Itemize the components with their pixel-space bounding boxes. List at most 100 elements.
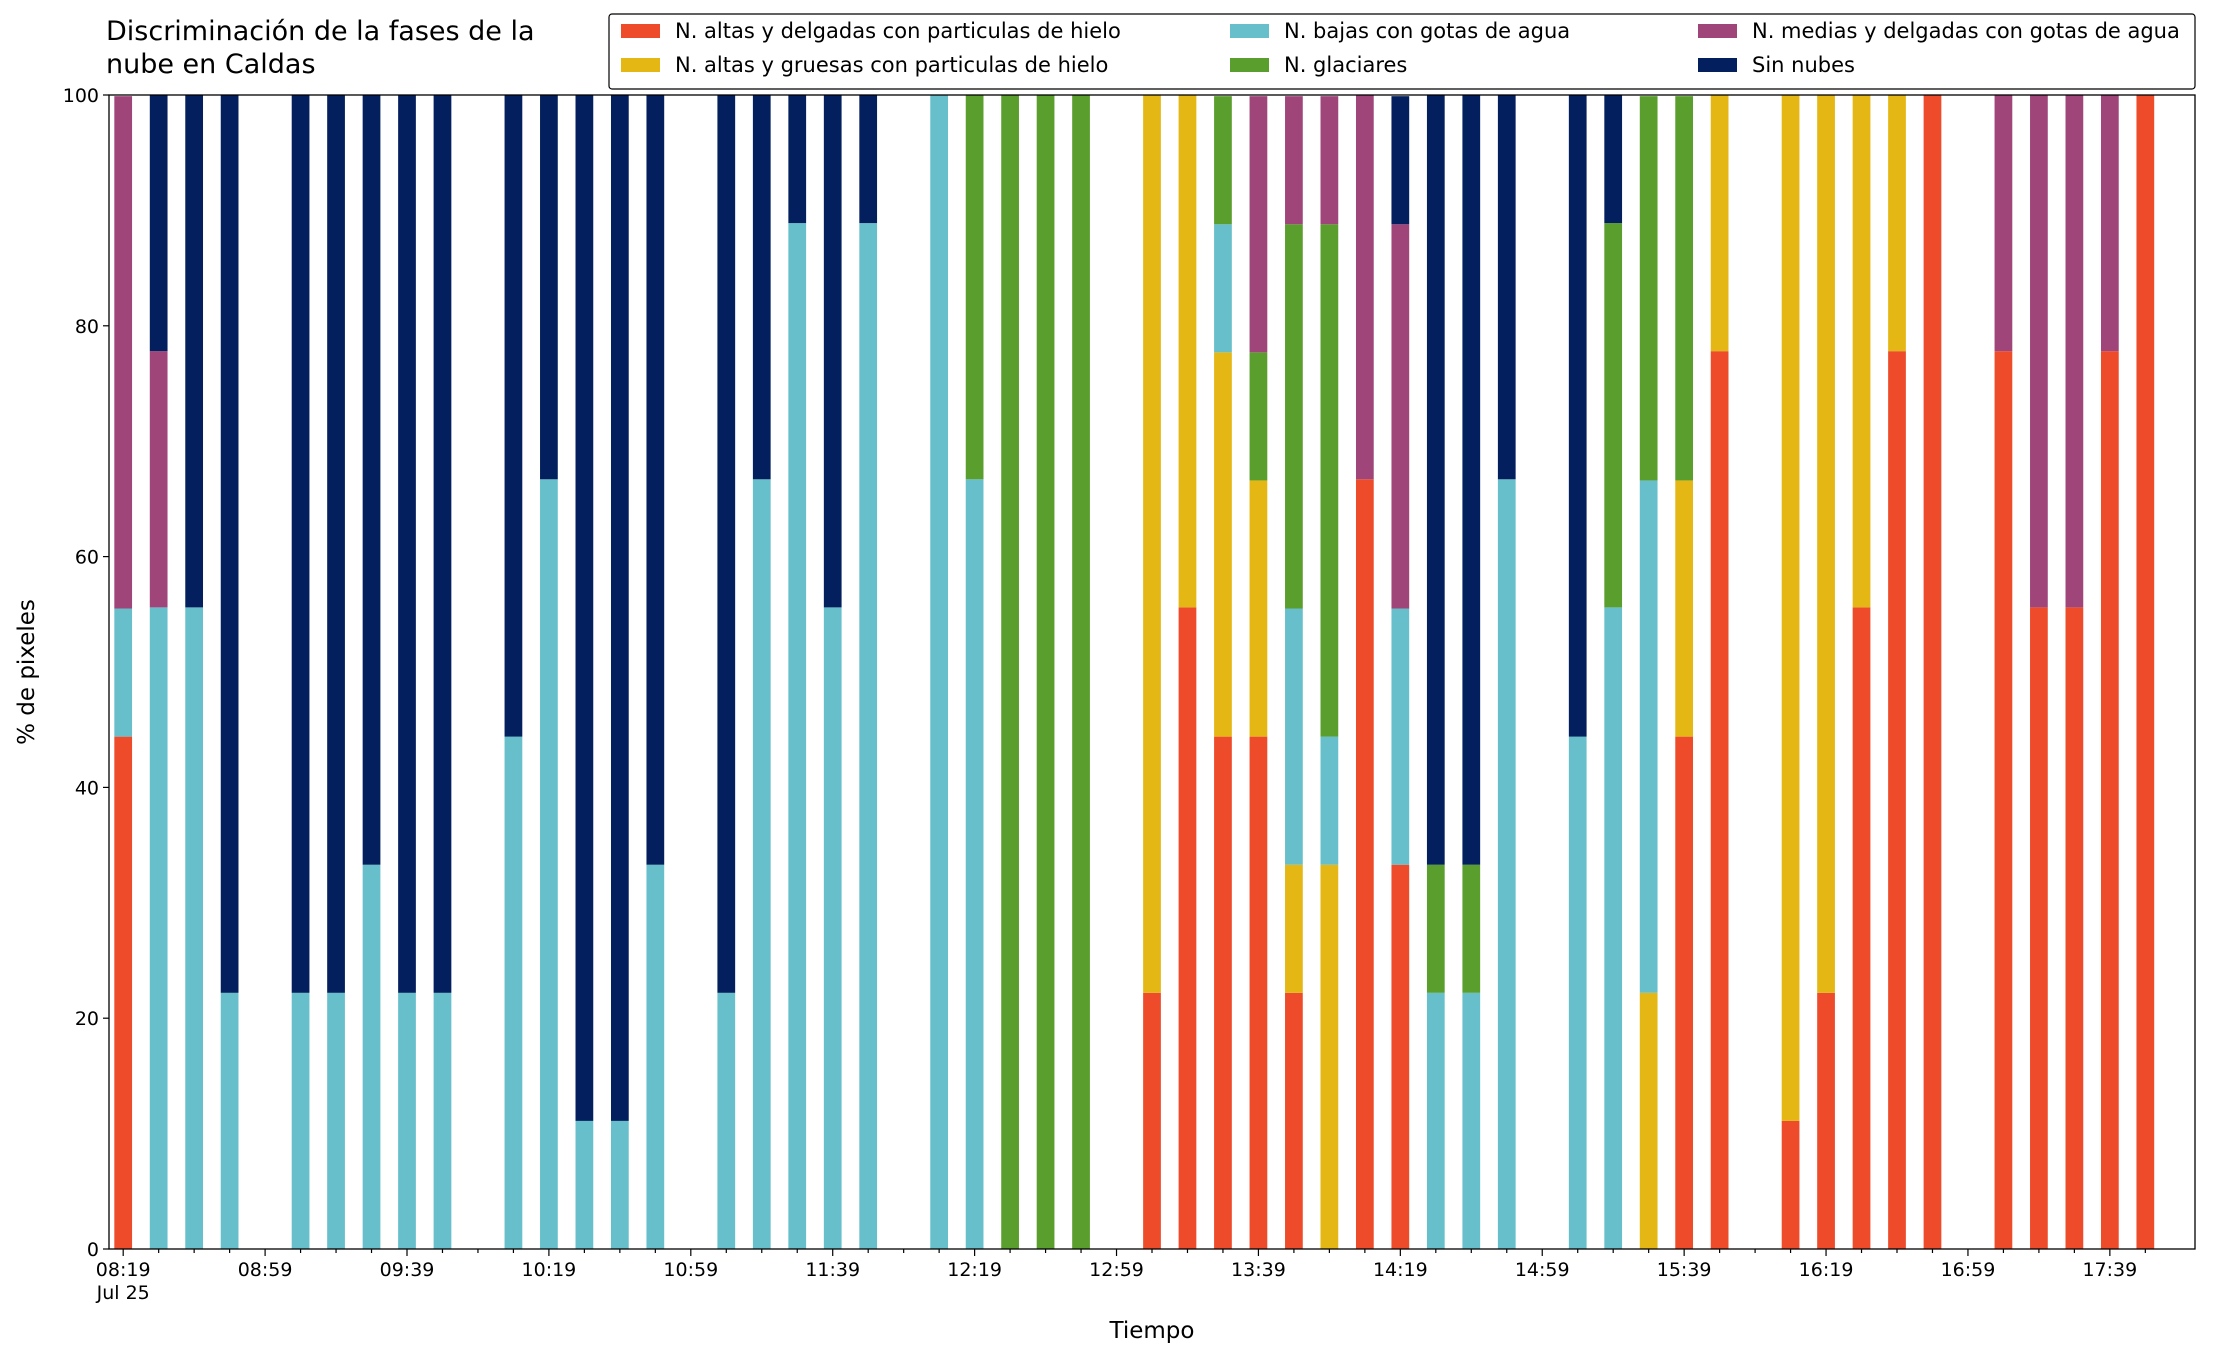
x-tick-label: 15:39 (1657, 1259, 1712, 1281)
bar-segment (1568, 95, 1587, 737)
y-tick-label: 40 (75, 777, 99, 799)
bar-segment (717, 992, 736, 1249)
bar-segment (1355, 479, 1374, 1250)
bar-segment (1888, 95, 1906, 352)
bar-segment (610, 95, 629, 1121)
x-tick-label: 14:19 (1373, 1259, 1428, 1281)
bar-segment (1143, 992, 1161, 1249)
bar-segment (1001, 95, 1019, 1249)
bar-segment (1639, 480, 1658, 993)
bar-segment (1178, 95, 1197, 608)
bar-segment (1675, 96, 1694, 481)
bar-segment (717, 95, 736, 993)
bar-segment (823, 95, 842, 608)
bar-segment (398, 95, 416, 993)
bar-segment (1781, 95, 1800, 1121)
legend-swatch (1698, 58, 1737, 72)
bar-segment (2136, 95, 2155, 1249)
legend-label: N. altas y delgadas con particulas de hi… (675, 19, 1121, 43)
legend-swatch (1230, 58, 1269, 72)
bar-segment (1426, 992, 1445, 1249)
bar-segment (1462, 992, 1481, 1249)
bar-segment (965, 95, 984, 480)
bar-segment (291, 992, 310, 1249)
bar-segment (1817, 95, 1835, 993)
bar-segment (1994, 351, 2013, 1249)
bar-segment (1391, 864, 1410, 1249)
bar-segment (575, 95, 594, 1121)
bar-segment (1320, 864, 1339, 1249)
x-tick-label: 10:59 (663, 1259, 718, 1281)
bar-segment (540, 95, 558, 480)
y-tick-label: 20 (75, 1008, 99, 1030)
chart-title: Discriminación de la fases de la nube en … (106, 16, 535, 80)
bar-segment (327, 95, 345, 993)
bar-segment (575, 1120, 594, 1249)
legend-label: N. bajas con gotas de agua (1284, 19, 1570, 43)
bar-segment (646, 95, 665, 865)
bar-segment (1710, 351, 1729, 1249)
bar-segment (362, 864, 381, 1249)
bar-segment (2065, 607, 2084, 1249)
bar-segment (1391, 96, 1410, 225)
x-date-label: Jul 25 (96, 1282, 150, 1304)
bar-segment (1285, 96, 1303, 225)
bar-segment (1285, 224, 1303, 609)
bar-segment (1214, 96, 1232, 225)
bar-segment (1604, 223, 1623, 608)
x-tick-label: 12:59 (1089, 1259, 1144, 1281)
bar-segment (859, 95, 878, 224)
bar-segment (398, 992, 416, 1249)
x-tick-label: 12:19 (947, 1259, 1002, 1281)
bar-segment (1143, 95, 1161, 993)
bar-segment (433, 95, 452, 993)
bar-segment (220, 95, 239, 993)
bar-segment (1639, 992, 1658, 1249)
x-tick-label: 08:19 (96, 1259, 151, 1281)
bar-segment (1285, 608, 1303, 865)
bar-segment (1852, 607, 1871, 1249)
legend-label: N. altas y gruesas con particulas de hie… (675, 53, 1108, 77)
bar-segment (149, 351, 168, 608)
x-tick-label: 14:59 (1515, 1259, 1570, 1281)
x-tick-label: 17:39 (2082, 1259, 2137, 1281)
legend-label: N. medias y delgadas con gotas de agua (1752, 19, 2180, 43)
y-axis-label: % de pixeles (14, 599, 40, 745)
bar-segment (2100, 95, 2119, 352)
bar-segment (1462, 95, 1481, 865)
y-tick-label: 80 (75, 316, 99, 338)
bar-segment (965, 479, 984, 1250)
bar-segment (752, 95, 771, 480)
bar-segment (2100, 351, 2119, 1249)
legend-swatch (1230, 24, 1269, 38)
x-tick-label: 16:19 (1799, 1259, 1854, 1281)
bar-segment (327, 992, 345, 1249)
bar-segment (1249, 96, 1268, 353)
bar-segment (1214, 352, 1232, 737)
legend-swatch (621, 24, 660, 38)
bar-segment (1285, 864, 1303, 993)
bar-segment (1817, 992, 1835, 1249)
bar-segment (823, 607, 842, 1249)
bar-segment (1604, 95, 1623, 224)
bar-segment (149, 607, 168, 1249)
bar-segment (930, 95, 949, 1249)
bar-segment (610, 1120, 629, 1249)
legend-swatch (1698, 24, 1737, 38)
bar-segment (1036, 95, 1055, 1249)
bar-segment (114, 608, 133, 737)
bar-segment (1426, 864, 1445, 993)
bar-segment (1888, 351, 1906, 1249)
legend-swatch (621, 58, 660, 72)
bar-segment (504, 95, 523, 737)
bar-segment (1320, 96, 1339, 225)
bar-segment (220, 992, 239, 1249)
legend-label: Sin nubes (1752, 53, 1855, 77)
bar-segment (1994, 95, 2013, 352)
y-tick-label: 0 (87, 1239, 99, 1261)
bar-segment (859, 223, 878, 1249)
x-axis-label: Tiempo (1109, 1318, 1195, 1344)
bar-segment (1710, 95, 1729, 352)
bar-segment (1852, 95, 1871, 608)
x-tick-label: 10:19 (522, 1259, 577, 1281)
